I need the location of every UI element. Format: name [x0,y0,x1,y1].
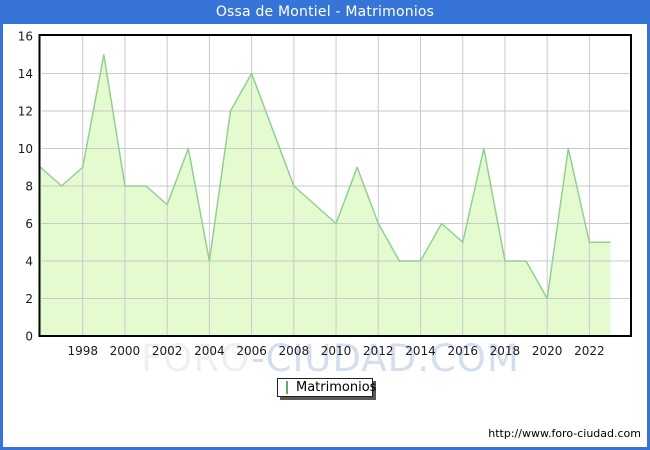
x-tick-label: 2006 [236,344,267,358]
y-tick-label: 12 [18,105,33,119]
x-tick-label: 2012 [363,344,394,358]
x-tick-label: 2010 [321,344,352,358]
x-tick-label: 2022 [574,344,605,358]
plot-border [38,34,632,337]
y-tick-label: 0 [25,330,33,344]
x-tick-label: 2008 [279,344,310,358]
x-tick-label: 2014 [405,344,436,358]
y-tick-label: 16 [18,30,33,44]
frame-border-bottom [0,447,650,450]
page-title: Ossa de Montiel - Matrimonios [215,4,435,20]
watermark-ciudad: -CIUDAD.COM [251,337,520,380]
x-tick-label: 2020 [532,344,563,358]
x-tick-label: 2016 [447,344,478,358]
watermark: FORO-CIUDAD.COM [141,337,520,380]
legend: Matrimonios [277,378,377,397]
x-tick-label: 2002 [152,344,183,358]
series-line [40,54,611,300]
y-tick-label: 2 [25,292,33,306]
x-tick-label: 1998 [67,344,98,358]
x-tick-label: 2018 [490,344,521,358]
frame-border-right [647,0,650,450]
frame-border-left [0,0,3,450]
y-tick-label: 10 [18,142,33,156]
title-bar: Ossa de Montiel - Matrimonios [0,0,650,24]
watermark-foro: FORO [141,337,252,380]
series-area [40,54,611,336]
y-tick-label: 4 [25,255,33,269]
y-tick-label: 14 [18,67,33,81]
y-tick-label: 8 [25,180,33,194]
x-tick-label: 2000 [110,344,141,358]
legend-label: Matrimonios [296,380,377,395]
x-tick-label: 2004 [194,344,225,358]
y-tick-label: 6 [25,217,33,231]
footer-url[interactable]: http://www.foro-ciudad.com [488,427,641,440]
legend-marker-icon [286,381,288,394]
